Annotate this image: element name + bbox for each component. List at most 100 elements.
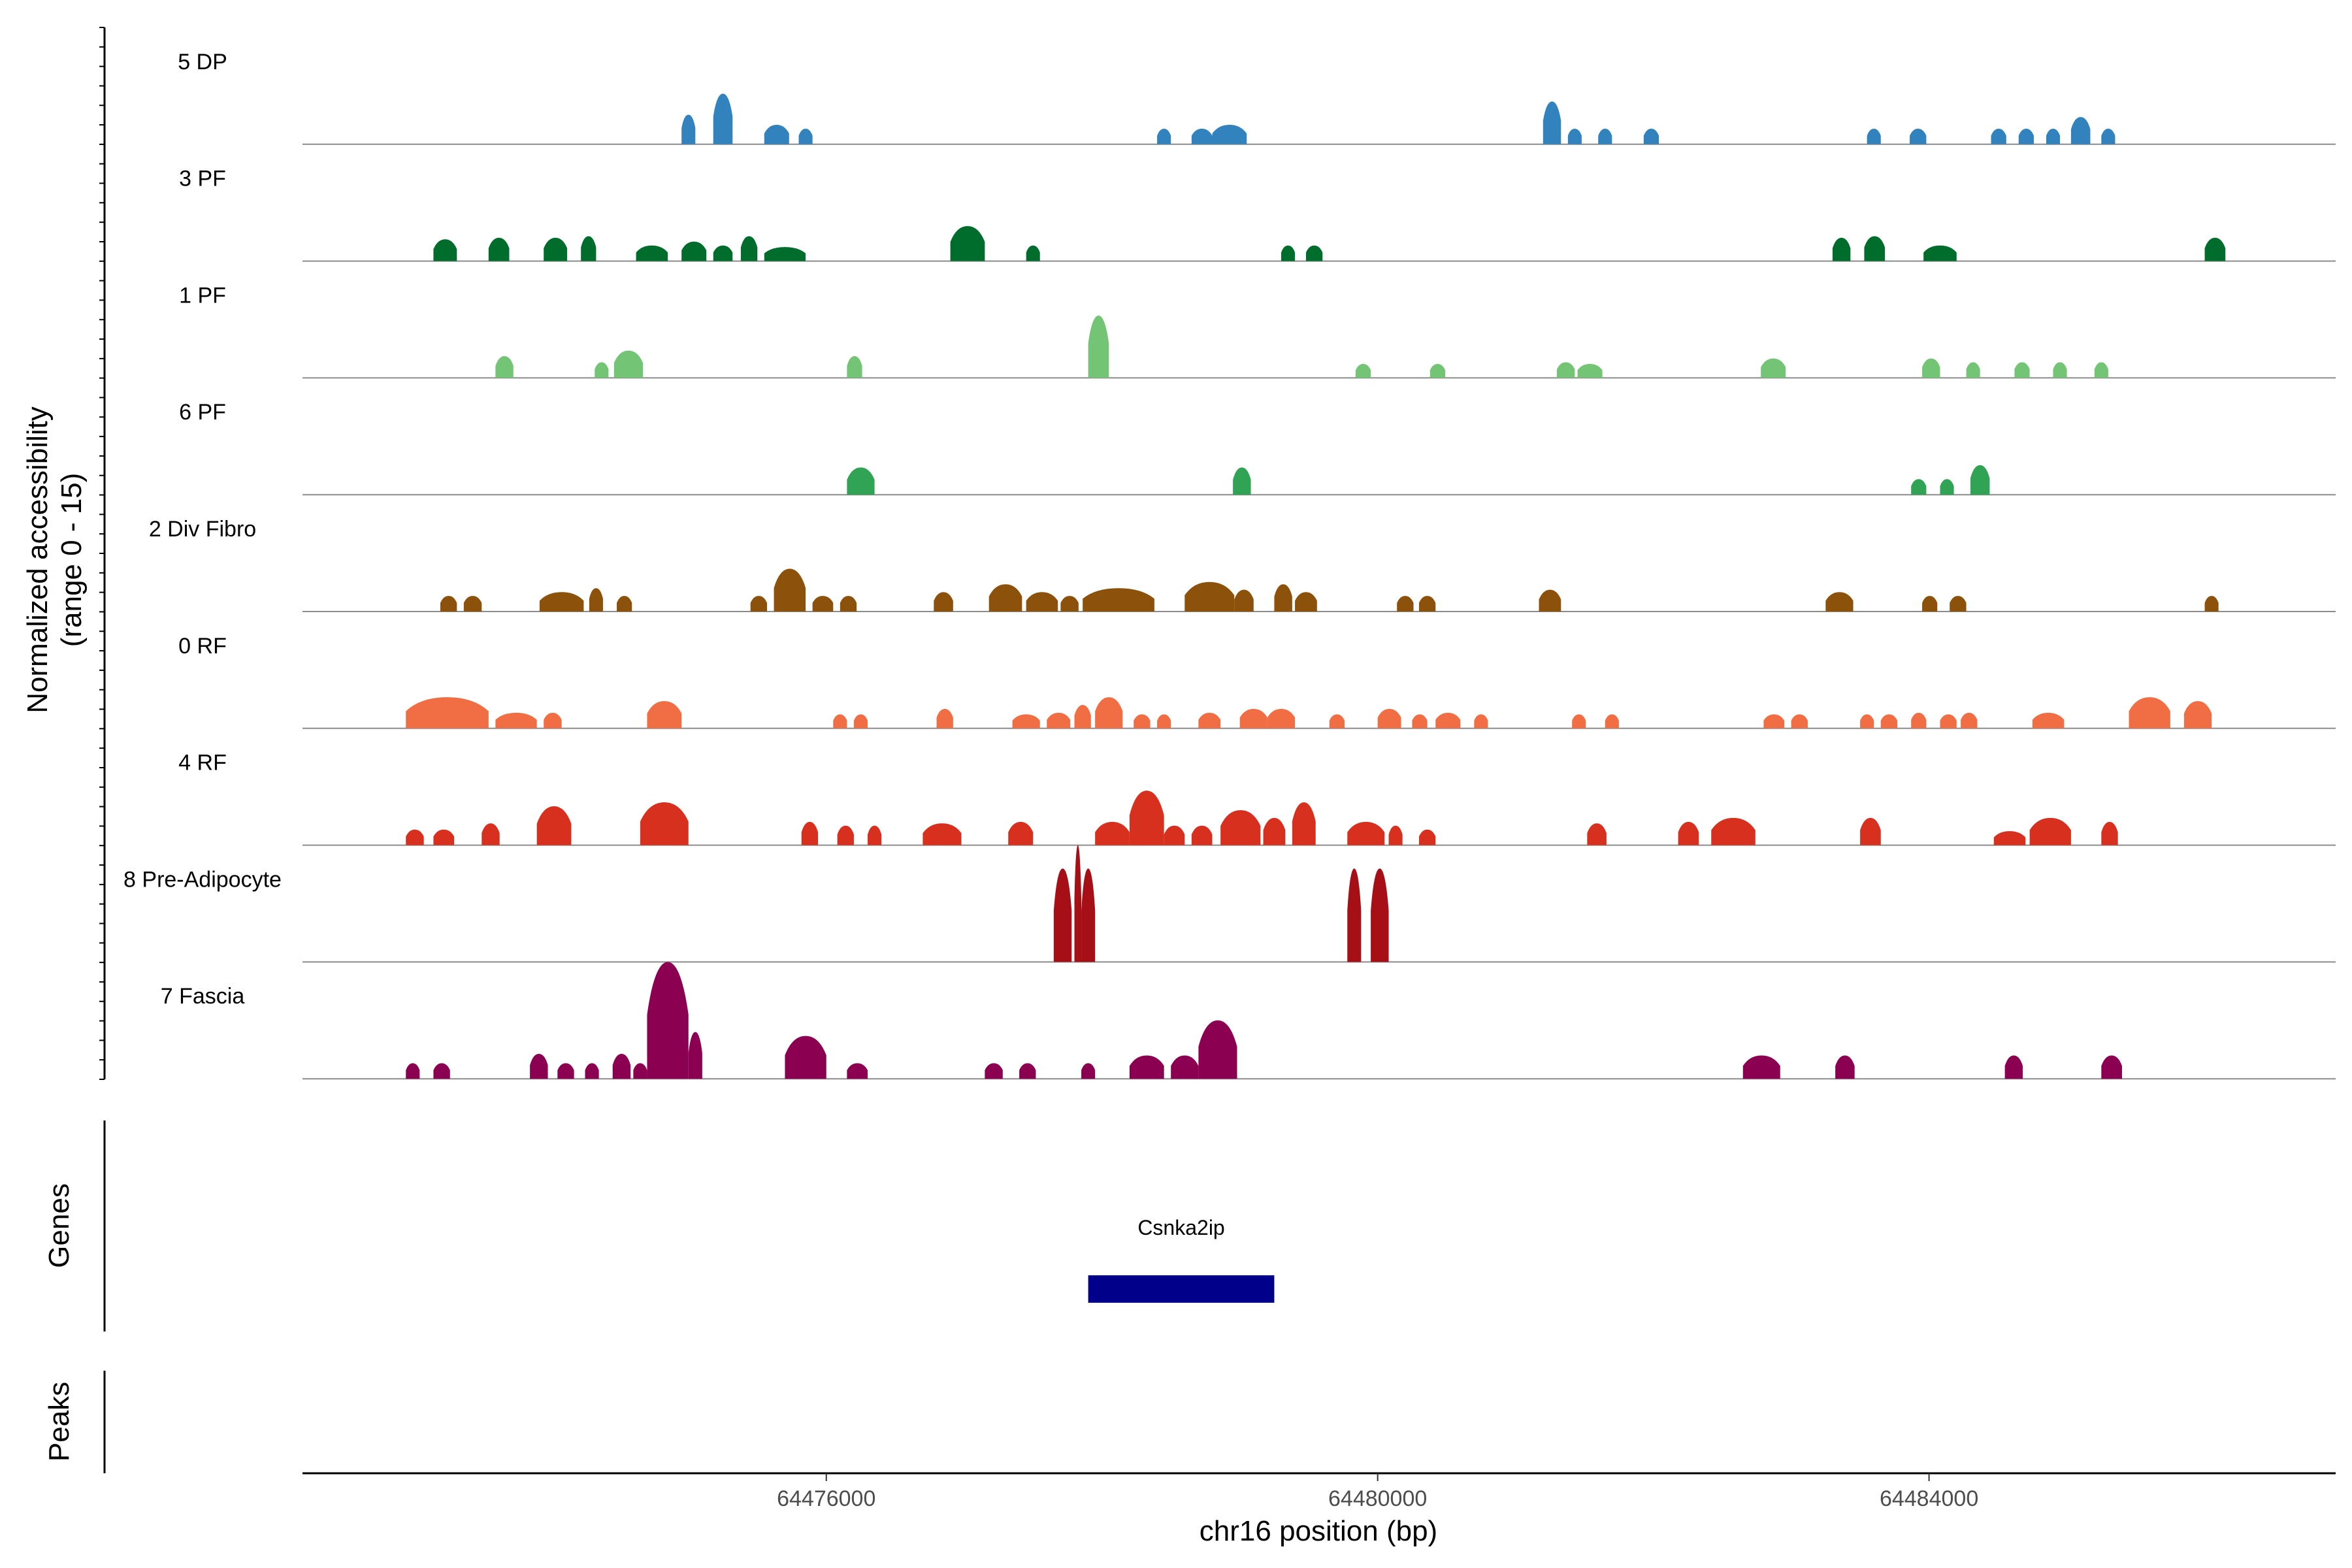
y-axis-title-line-1: Normalized accessibility [22, 406, 54, 713]
coverage-peak [1083, 588, 1154, 612]
coverage-peak [544, 237, 568, 261]
coverage-peak [1711, 817, 1756, 845]
coverage-peak [950, 225, 985, 261]
track-label: 0 RF [178, 634, 227, 659]
track-5: 0 RF [178, 634, 2336, 729]
coverage-peak [488, 237, 510, 261]
coverage-peak [2101, 821, 2118, 845]
coverage-peak [936, 709, 953, 728]
coverage-peak [688, 1032, 702, 1079]
coverage-peak [2004, 1055, 2023, 1079]
coverage-peak [840, 596, 857, 612]
coverage-peak [1019, 1063, 1036, 1079]
gene-annotations: Csnka2ip [1088, 1216, 1275, 1303]
coverage-peak [1081, 868, 1096, 962]
coverage-peak [2183, 701, 2212, 728]
coverage-peak [1267, 709, 1296, 728]
coverage-peak [647, 962, 689, 1079]
coverage-peak [539, 592, 584, 612]
track-label: 3 PF [179, 167, 226, 191]
track-label: 6 PF [179, 400, 226, 425]
x-axis-title: chr16 position (bp) [1200, 1515, 1437, 1547]
gene-label: Csnka2ip [1137, 1216, 1224, 1239]
coverage-peak [1587, 823, 1607, 845]
coverage-peak [1095, 697, 1123, 728]
coverage-peak [1184, 581, 1235, 612]
coverage-y-axis-ticks [99, 27, 105, 1080]
coverage-peak [1605, 714, 1619, 728]
coverage-peak [785, 1036, 826, 1079]
coverage-peak [1157, 714, 1171, 728]
coverage-peak [1198, 1020, 1237, 1079]
coverage-peak [1556, 362, 1575, 378]
coverage-peak [463, 596, 482, 612]
coverage-peak [833, 714, 847, 728]
coverage-peak [647, 701, 682, 728]
coverage-peak [2094, 362, 2108, 378]
coverage-peak [847, 467, 875, 495]
coverage-peak [934, 592, 953, 612]
track-label: 4 RF [178, 751, 227, 776]
coverage-peak [1047, 712, 1071, 728]
coverage-peak [1234, 589, 1254, 612]
coverage-peak [1305, 245, 1323, 261]
coverage-peak [1922, 596, 1938, 612]
coverage-peak [681, 241, 707, 261]
coverage-peak [1095, 821, 1130, 845]
coverage-peak [2204, 237, 2226, 261]
coverage-peak [1129, 791, 1164, 845]
coverage-peak [1567, 128, 1582, 144]
coverage-peak [406, 829, 424, 845]
coverage-peak [1539, 589, 1561, 612]
coverage-peak [1355, 363, 1371, 378]
track-label: 1 PF [179, 283, 226, 308]
coverage-peak [801, 821, 819, 845]
coverage-peak [1233, 467, 1251, 495]
track-2: 1 PF [179, 283, 2336, 379]
coverage-peak [1012, 714, 1040, 728]
coverage-peak [1643, 128, 1659, 144]
coverage-peak [636, 245, 668, 261]
coverage-peak [988, 584, 1022, 612]
coverage-peak [2101, 1055, 2122, 1079]
coverage-peak [1418, 596, 1436, 612]
coverage-peak [1388, 825, 1403, 845]
track-4: 2 Div Fibro [149, 517, 2336, 612]
coverage-peak [482, 823, 500, 845]
coverage-peak [595, 362, 609, 378]
coverage-peak [1940, 714, 1957, 728]
track-label: 5 DP [178, 50, 227, 74]
coverage-peak [1429, 363, 1446, 378]
coverage-tracks: 5 DP 3 PF 1 PF 6 PF 2 Div Fibro 0 RF 4 RF 8 Pre… [123, 50, 2336, 1080]
coverage-peak [1053, 868, 1072, 962]
coverage-peak [1825, 592, 1854, 612]
coverage-peak [1397, 596, 1414, 612]
coverage-peak [2101, 128, 2115, 144]
coverage-peak [1026, 245, 1040, 261]
coverage-peak [1543, 101, 1561, 144]
coverage-peak [1292, 802, 1316, 845]
coverage-peak [613, 350, 644, 378]
coverage-peak [495, 356, 514, 378]
track-7: 8 Pre-Adipocyte [123, 845, 2336, 963]
coverage-peak [406, 697, 489, 728]
coverage-peak [1274, 584, 1292, 612]
coverage-peak [557, 1063, 574, 1079]
coverage-peak [2018, 128, 2034, 144]
coverage-peak [1911, 712, 1927, 728]
coverage-peak [2032, 712, 2065, 728]
track-3: 6 PF [179, 400, 2336, 496]
coverage-peak [1577, 363, 1603, 378]
coverage-peak [1198, 712, 1221, 728]
coverage-peak [1220, 809, 1261, 845]
coverage-peak [581, 236, 596, 261]
coverage-peak [2046, 128, 2061, 144]
coverage-peak [1860, 817, 1881, 845]
coverage-peak [847, 1063, 868, 1079]
coverage-peak [1742, 1055, 1780, 1079]
y-axis-title-line-2: (range 0 - 15) [56, 473, 88, 647]
coverage-peak [1191, 825, 1213, 845]
coverage-peak [740, 236, 758, 261]
coverage-peak [1347, 821, 1385, 845]
coverage-peak [1074, 705, 1091, 728]
